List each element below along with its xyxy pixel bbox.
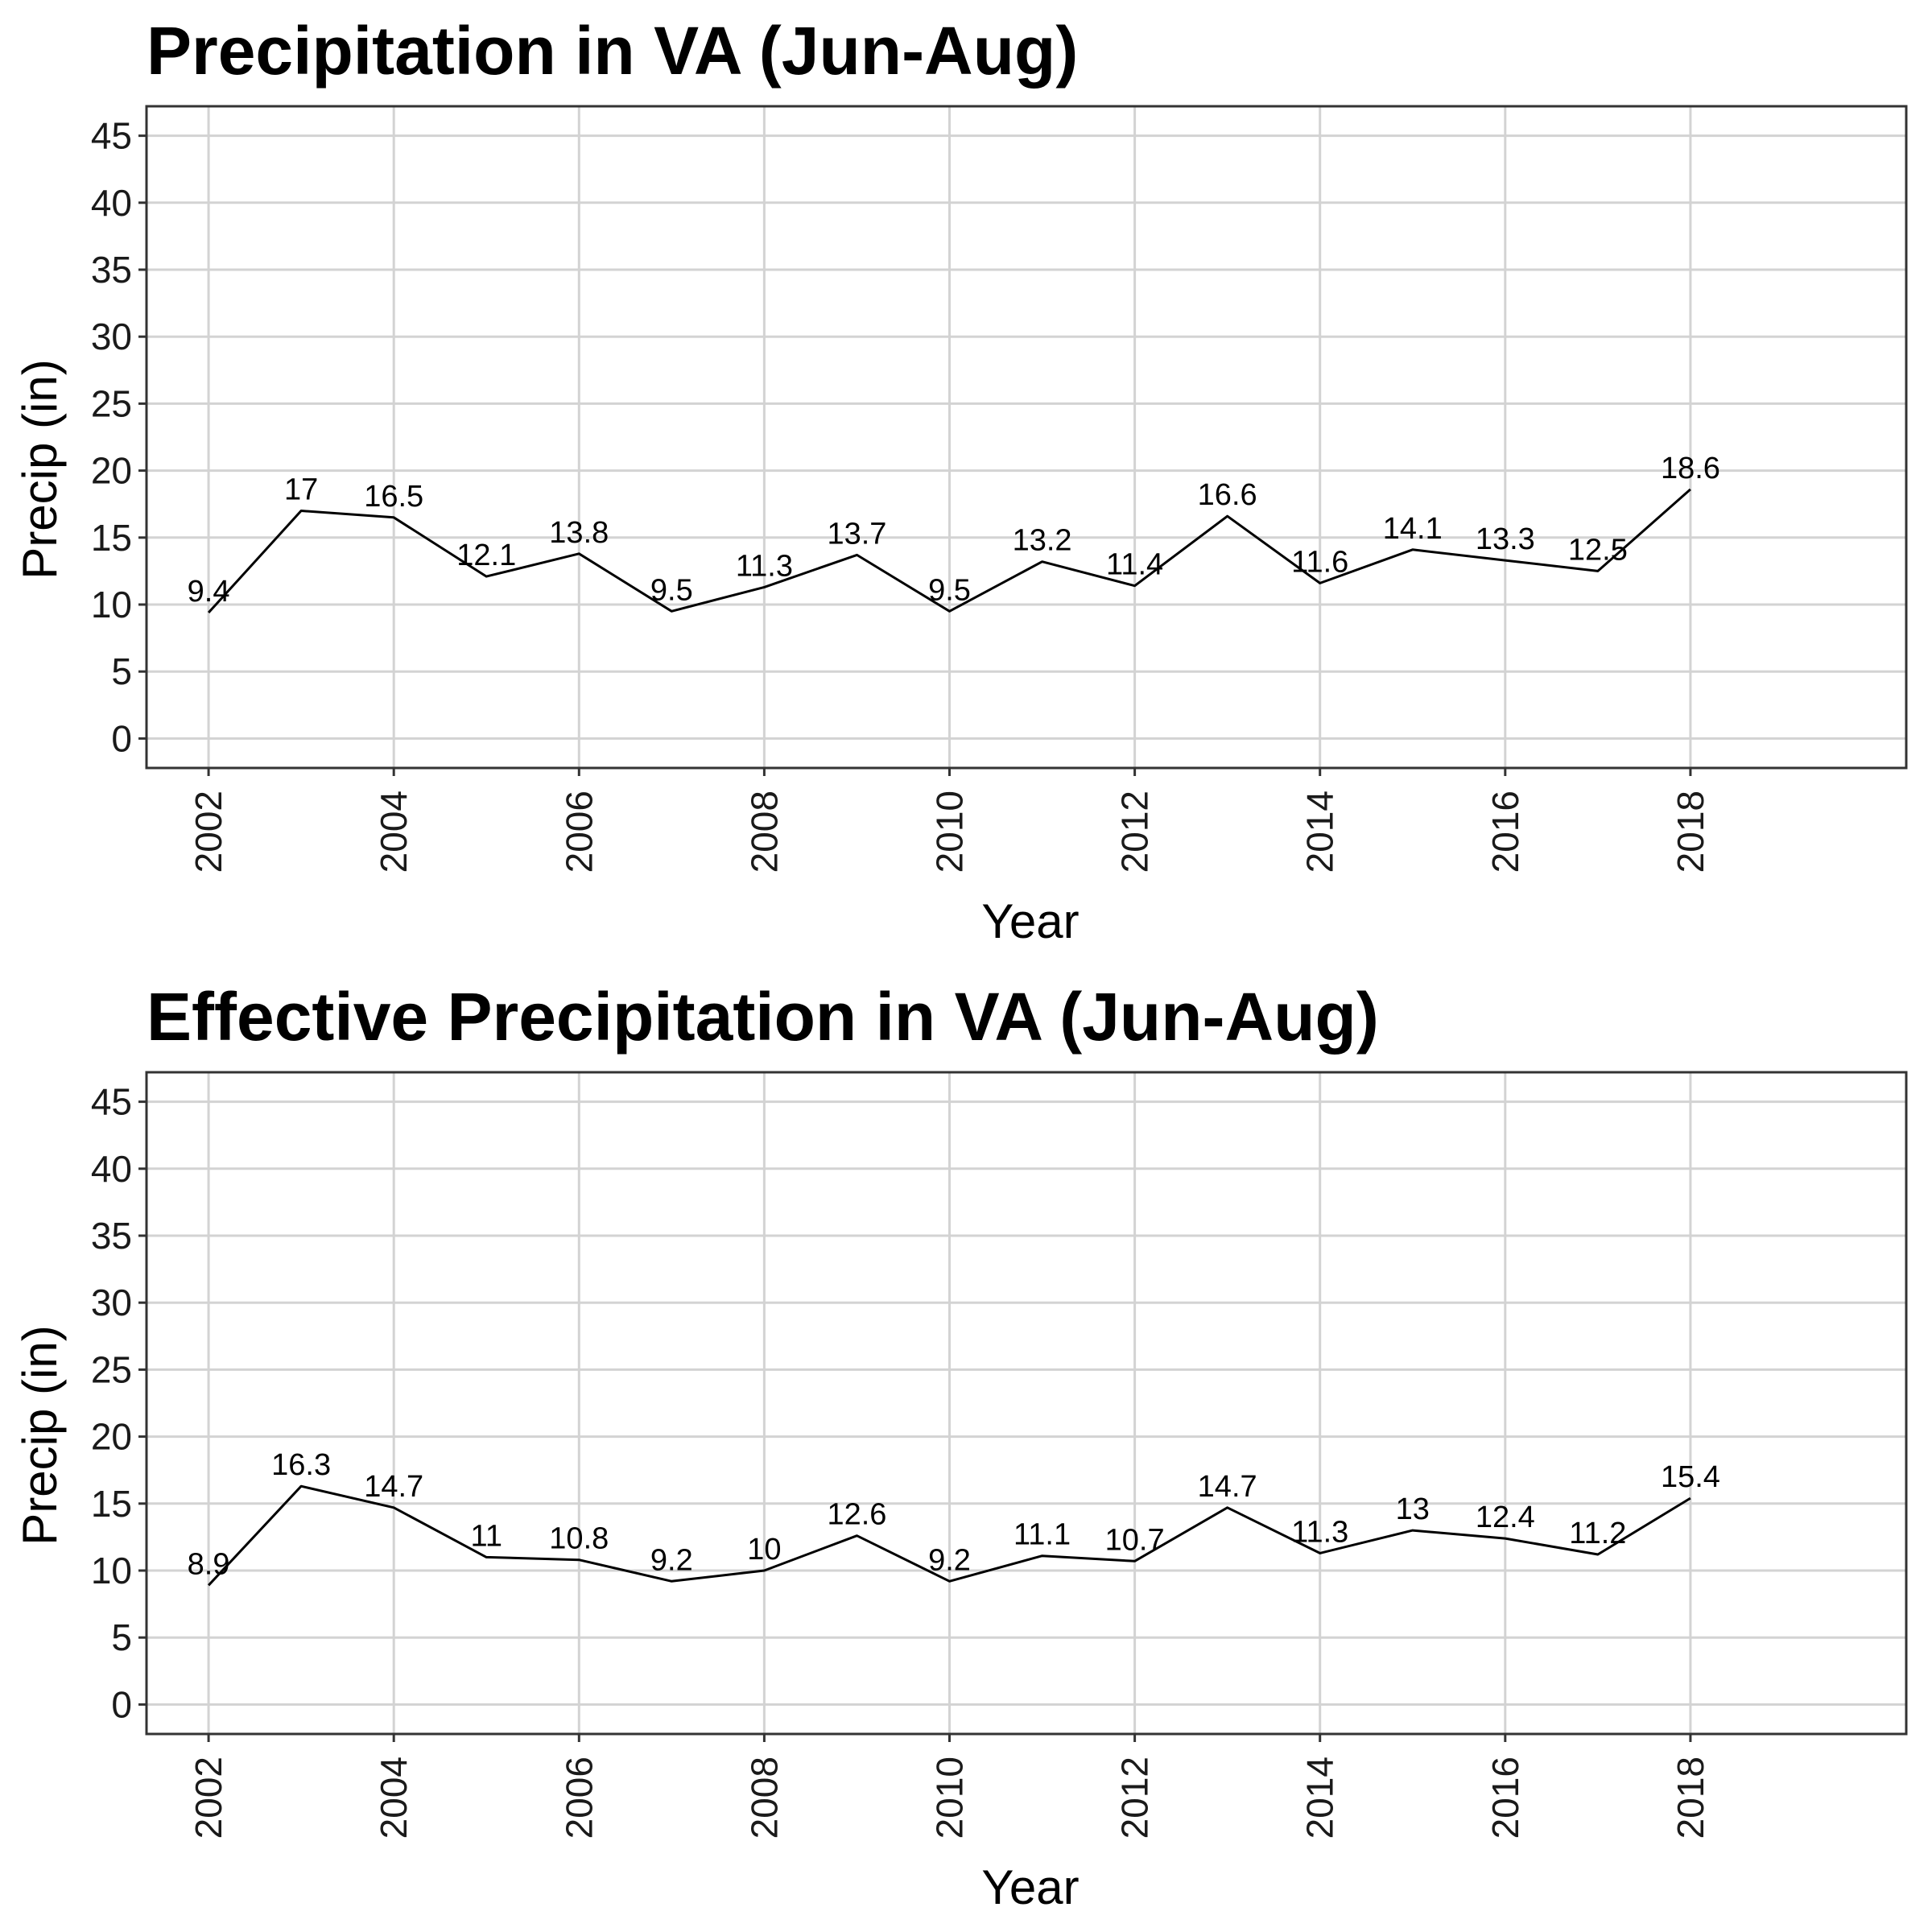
data-label: 14.7 — [364, 1470, 423, 1504]
data-label: 9.2 — [650, 1543, 693, 1577]
data-label: 17 — [284, 473, 318, 507]
data-label: 11 — [471, 1519, 502, 1553]
x-tick-label: 2008 — [743, 1757, 785, 1839]
y-tick-label: 5 — [111, 1616, 132, 1658]
y-tick-label: 25 — [91, 1348, 132, 1390]
y-tick-label: 10 — [91, 1550, 132, 1591]
x-tick-label: 2016 — [1484, 791, 1526, 873]
precipitation-chart: Precipitation in VA (Jun-Aug) Year Preci… — [13, 13, 1908, 948]
data-label: 16.3 — [271, 1448, 331, 1482]
data-label: 16.5 — [364, 480, 423, 514]
x-tick-label: 2014 — [1299, 1757, 1341, 1839]
y-tick-label: 5 — [111, 650, 132, 692]
y-tick-label: 45 — [91, 115, 132, 157]
data-label: 8.9 — [188, 1547, 230, 1581]
chart-title: Precipitation in VA (Jun-Aug) — [147, 13, 1078, 89]
y-tick-label: 20 — [91, 1416, 132, 1458]
x-tick-label: 2008 — [743, 791, 785, 873]
data-label: 15.4 — [1661, 1460, 1720, 1494]
data-label: 10.8 — [549, 1522, 609, 1556]
data-label: 9.5 — [928, 573, 971, 607]
plot-area: 0 5 10 15 20 25 30 35 40 45 2002 2004 2006 2008 2010 20… — [91, 1071, 1908, 1839]
data-label: 12.1 — [456, 539, 516, 572]
y-tick-label: 10 — [91, 584, 132, 625]
y-axis-label: Precip (in) — [13, 359, 67, 579]
data-label: 12.5 — [1568, 533, 1628, 567]
data-label: 10.7 — [1105, 1523, 1165, 1557]
data-label: 10 — [747, 1533, 781, 1567]
x-tick-label: 2002 — [188, 791, 229, 873]
y-tick-label: 45 — [91, 1081, 132, 1123]
x-tick-label: 2016 — [1484, 1757, 1526, 1839]
x-tick-label: 2014 — [1299, 791, 1341, 873]
y-tick-label: 0 — [111, 717, 132, 759]
x-tick-label: 2018 — [1670, 1757, 1711, 1839]
chart-title: Effective Precipitation in VA (Jun-Aug) — [147, 979, 1379, 1055]
data-label: 14.1 — [1383, 512, 1443, 546]
data-label: 9.2 — [928, 1543, 971, 1577]
series-line — [208, 1484, 1691, 1587]
y-tick-label: 35 — [91, 1215, 132, 1257]
data-label: 11.3 — [736, 549, 793, 583]
data-label: 12.4 — [1476, 1501, 1535, 1534]
data-label: 18.6 — [1661, 452, 1720, 485]
y-tick-label: 30 — [91, 1282, 132, 1323]
series-line — [207, 488, 1691, 614]
plot-area: 0 5 10 15 20 25 30 35 40 45 2002 2004 2006 2008 2010 20… — [91, 105, 1908, 873]
y-tick-label: 20 — [91, 450, 132, 492]
data-label: 13 — [1396, 1492, 1430, 1526]
y-tick-label: 25 — [91, 382, 132, 424]
x-tick-label: 2006 — [558, 791, 600, 873]
data-label: 13.2 — [1013, 524, 1072, 558]
y-tick-label: 30 — [91, 316, 132, 357]
x-tick-label: 2012 — [1114, 1757, 1156, 1839]
data-label: 9.5 — [650, 573, 693, 607]
y-tick-label: 40 — [91, 1148, 132, 1190]
y-axis-label: Precip (in) — [13, 1325, 67, 1545]
x-tick-label: 2002 — [188, 1757, 229, 1839]
data-label: 13.7 — [827, 517, 886, 551]
x-tick-label: 2004 — [373, 791, 415, 873]
data-label: 13.3 — [1476, 522, 1535, 556]
data-label: 11.2 — [1569, 1517, 1626, 1550]
y-tick-label: 40 — [91, 182, 132, 224]
x-tick-label: 2004 — [373, 1757, 415, 1839]
y-tick-label: 35 — [91, 249, 132, 291]
data-label: 9.4 — [188, 575, 230, 609]
y-tick-label: 15 — [91, 517, 132, 559]
effective-precipitation-chart: Effective Precipitation in VA (Jun-Aug) … — [13, 979, 1908, 1914]
data-label: 13.8 — [549, 516, 609, 550]
plot-frame — [145, 1071, 1908, 1736]
x-tick-label: 2010 — [929, 1757, 971, 1839]
y-tick-label: 0 — [111, 1683, 132, 1725]
data-label: 14.7 — [1198, 1470, 1257, 1504]
x-tick-label: 2018 — [1670, 791, 1711, 873]
data-label: 11.4 — [1106, 548, 1163, 582]
x-tick-label: 2006 — [558, 1757, 600, 1839]
x-tick-label: 2012 — [1114, 791, 1156, 873]
x-tick-label: 2010 — [929, 791, 971, 873]
data-label: 12.6 — [827, 1498, 886, 1532]
data-label: 11.3 — [1291, 1515, 1348, 1549]
data-label: 11.1 — [1013, 1518, 1071, 1552]
data-label: 11.6 — [1291, 545, 1348, 579]
data-label: 16.6 — [1198, 478, 1257, 512]
x-axis-label: Year — [981, 1860, 1079, 1914]
y-tick-label: 15 — [91, 1483, 132, 1525]
plot-frame — [145, 105, 1908, 770]
x-axis-label: Year — [981, 894, 1079, 948]
